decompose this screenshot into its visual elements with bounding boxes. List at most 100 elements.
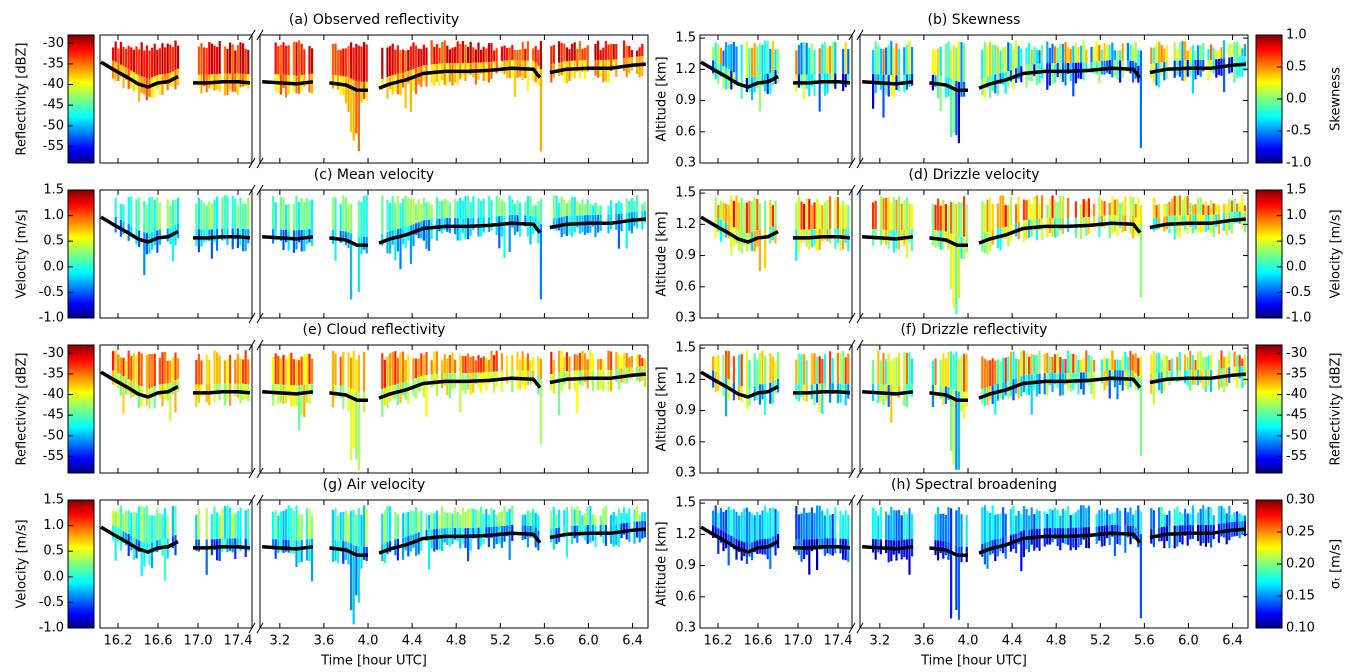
radar-column bbox=[818, 383, 821, 413]
radar-column bbox=[1093, 46, 1096, 62]
radar-column bbox=[761, 44, 764, 75]
radar-column bbox=[872, 202, 875, 230]
radar-column bbox=[1100, 215, 1103, 228]
radar-column bbox=[898, 196, 901, 231]
radar-column bbox=[877, 539, 880, 553]
radar-column bbox=[1150, 354, 1153, 375]
radar-column bbox=[636, 506, 639, 522]
radar-column bbox=[602, 359, 605, 370]
radar-column bbox=[386, 386, 389, 408]
radar-column bbox=[339, 356, 342, 386]
radar-column bbox=[937, 507, 940, 541]
radar-column bbox=[355, 359, 358, 391]
radar-column bbox=[1072, 45, 1075, 63]
radar-column bbox=[1176, 370, 1179, 382]
axes-frame bbox=[259, 189, 649, 319]
radar-column bbox=[153, 43, 156, 77]
radar-column bbox=[766, 538, 769, 560]
radar-column bbox=[1030, 353, 1033, 375]
radar-column bbox=[722, 354, 725, 377]
radar-column bbox=[511, 369, 514, 392]
radar-column bbox=[506, 355, 509, 371]
radar-column bbox=[957, 507, 960, 547]
radar-column bbox=[396, 357, 399, 384]
radar-column bbox=[1199, 508, 1202, 525]
radar-column bbox=[823, 42, 826, 74]
radar-column bbox=[344, 510, 347, 542]
radar-column bbox=[1181, 60, 1184, 81]
radar-column bbox=[1061, 508, 1064, 529]
radar-column bbox=[472, 527, 475, 539]
radar-column bbox=[482, 198, 485, 218]
radar-column bbox=[236, 538, 239, 550]
radar-column bbox=[1220, 47, 1223, 59]
radar-column bbox=[636, 50, 639, 57]
radar-column bbox=[800, 229, 803, 243]
y-tick-label: 0.9 bbox=[675, 93, 696, 108]
radar-column bbox=[138, 49, 141, 76]
radar-column bbox=[615, 351, 618, 370]
radar-column bbox=[242, 228, 245, 252]
radar-column bbox=[847, 74, 850, 85]
radar-column bbox=[435, 218, 438, 241]
x-tick-label: 3.6 bbox=[914, 634, 935, 649]
radar-column bbox=[895, 199, 898, 231]
radar-column bbox=[435, 528, 438, 550]
radar-column bbox=[407, 49, 410, 72]
radar-column bbox=[114, 41, 117, 62]
radar-column bbox=[847, 49, 850, 75]
radar-column bbox=[874, 510, 877, 540]
radar-column bbox=[218, 538, 221, 561]
radar-column bbox=[480, 200, 483, 218]
radar-column bbox=[513, 60, 516, 97]
radar-column bbox=[357, 508, 360, 547]
colorbar-tick-label: -0.5 bbox=[1286, 285, 1311, 300]
radar-column bbox=[717, 528, 720, 554]
radar-column bbox=[242, 203, 245, 229]
radar-column bbox=[1009, 196, 1012, 226]
radar-column bbox=[350, 203, 353, 234]
radar-column bbox=[360, 81, 363, 103]
radar-column bbox=[472, 217, 475, 230]
radar-column bbox=[638, 47, 641, 57]
radar-column bbox=[151, 387, 154, 400]
radar-column bbox=[597, 40, 600, 60]
radar-column bbox=[1191, 355, 1194, 370]
radar-column bbox=[826, 508, 829, 539]
radar-column bbox=[404, 226, 407, 248]
radar-column bbox=[1217, 205, 1220, 214]
axis-break bbox=[248, 157, 256, 169]
radar-column bbox=[887, 540, 890, 563]
radar-column bbox=[758, 514, 761, 540]
radar-column bbox=[633, 200, 636, 212]
radar-column bbox=[425, 374, 428, 417]
radar-column bbox=[1210, 354, 1213, 370]
radar-column bbox=[216, 383, 219, 395]
radar-column bbox=[244, 350, 247, 385]
radar-column bbox=[347, 77, 350, 113]
radar-column bbox=[615, 515, 618, 525]
radar-column bbox=[443, 218, 446, 230]
radar-column bbox=[231, 44, 234, 74]
radar-column bbox=[795, 359, 798, 385]
radar-column bbox=[487, 372, 490, 384]
radar-column bbox=[756, 359, 759, 386]
radar-column bbox=[493, 354, 496, 372]
radar-column bbox=[244, 203, 247, 230]
radar-column bbox=[305, 539, 308, 561]
radar-column bbox=[847, 539, 850, 562]
radar-column bbox=[623, 506, 626, 524]
radar-column bbox=[490, 508, 493, 527]
radar-column bbox=[420, 49, 423, 67]
radar-column bbox=[1241, 48, 1244, 57]
radar-column bbox=[132, 353, 135, 383]
radar-column bbox=[208, 359, 211, 385]
radar-column bbox=[1202, 59, 1205, 72]
radar-column bbox=[1155, 353, 1158, 374]
y-axis-label: Altitude [km] bbox=[655, 521, 670, 606]
radar-column bbox=[443, 63, 446, 85]
radar-column bbox=[1038, 510, 1041, 529]
x-tick-label: 5.2 bbox=[490, 634, 511, 649]
radar-column bbox=[939, 385, 942, 399]
radar-column bbox=[942, 353, 945, 387]
